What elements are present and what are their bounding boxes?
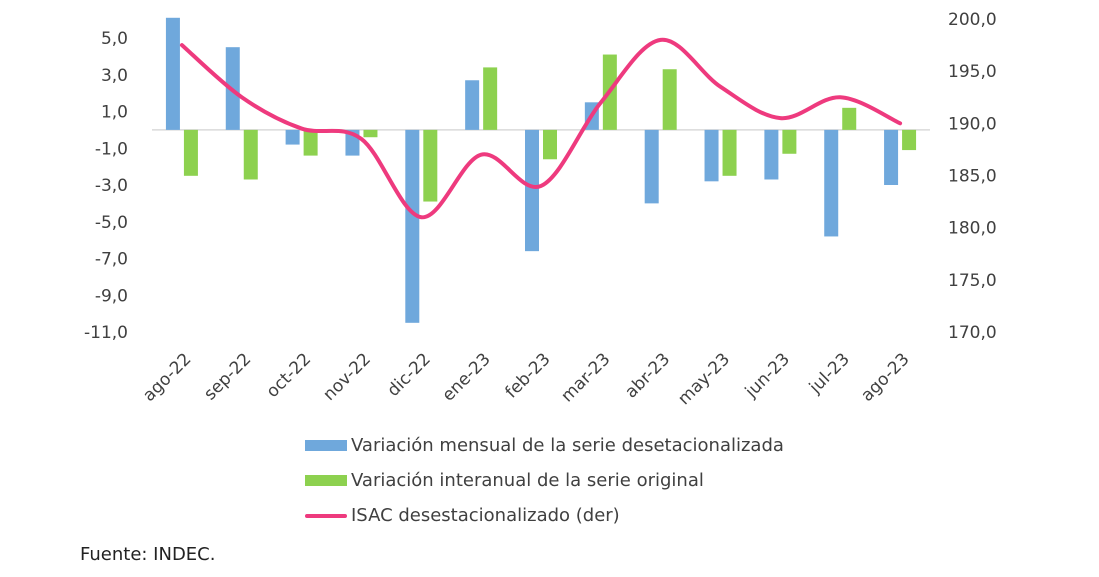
legend-item-isac: ISAC desestacionalizado (der): [305, 498, 784, 533]
x-tick-label: nov-22: [319, 349, 375, 405]
source-note: Fuente: INDEC.: [80, 544, 216, 565]
right-tick-label: 190,0: [948, 114, 997, 134]
combo-chart: 5,0 3,0 1,0 -1,0 -3,0 -5,0 -7,0 -9,0 -11,0 200,0…: [84, 10, 997, 409]
x-tick-label: may-23: [674, 349, 734, 409]
bar-monthly: [285, 129, 300, 145]
bar-monthly: [884, 129, 899, 185]
left-axis: 5,0 3,0 1,0 -1,0 -3,0 -5,0 -7,0 -9,0 -11,0: [84, 29, 128, 343]
legend-swatch-monthly: [305, 440, 347, 451]
x-tick-label: mar-23: [557, 349, 614, 406]
x-tick-label: abr-23: [621, 349, 674, 402]
x-tick-label: oct-22: [263, 349, 315, 401]
bar-monthly: [824, 129, 839, 237]
left-tick-label: -1,0: [95, 139, 128, 159]
right-tick-label: 200,0: [948, 10, 997, 30]
left-tick-label: -11,0: [84, 323, 128, 343]
legend: Variación mensual de la serie desetacion…: [305, 428, 784, 533]
legend-label-isac: ISAC desestacionalizado (der): [351, 505, 620, 526]
right-axis: 200,0 195,0 190,0 185,0 180,0 175,0 170,0: [948, 10, 997, 343]
legend-item-monthly: Variación mensual de la serie desetacion…: [305, 428, 784, 463]
bar-annual: [722, 129, 737, 176]
bar-monthly: [465, 80, 480, 130]
bar-monthly: [165, 17, 180, 130]
isac-line: [179, 37, 903, 220]
legend-item-annual: Variación interanual de la serie origina…: [305, 463, 784, 498]
legend-label-monthly: Variación mensual de la serie desetacion…: [351, 435, 784, 456]
left-tick-label: -7,0: [95, 250, 128, 270]
right-tick-label: 180,0: [948, 219, 997, 239]
left-tick-label: 5,0: [101, 29, 128, 49]
left-tick-label: -5,0: [95, 213, 128, 233]
legend-swatch-isac: [305, 513, 347, 518]
bar-monthly: [525, 129, 539, 252]
bar-monthly: [405, 129, 420, 323]
legend-swatch-annual: [305, 475, 347, 486]
x-tick-label: jun-23: [741, 349, 794, 402]
right-tick-label: 195,0: [948, 62, 997, 82]
x-tick-label: feb-23: [501, 349, 554, 402]
left-tick-label: 1,0: [101, 103, 128, 123]
bar-annual: [842, 107, 857, 130]
left-tick-label: 3,0: [101, 66, 128, 86]
legend-label-annual: Variación interanual de la serie origina…: [351, 470, 704, 491]
right-tick-label: 170,0: [948, 323, 997, 343]
right-tick-label: 185,0: [948, 167, 997, 187]
bar-annual: [363, 129, 378, 138]
bar-annual: [183, 129, 198, 176]
bar-annual: [423, 129, 438, 202]
bar-monthly: [764, 129, 779, 180]
bar-annual: [543, 129, 557, 160]
x-tick-label: jul-23: [805, 349, 854, 398]
bar-annual: [902, 129, 917, 151]
x-tick-label: ago-22: [139, 349, 195, 405]
right-tick-label: 175,0: [948, 271, 997, 291]
x-tick-label: dic-22: [383, 349, 434, 400]
bar-annual: [303, 129, 318, 156]
x-tick-label: ago-23: [857, 349, 913, 405]
bar-annual: [662, 69, 677, 130]
left-tick-label: -9,0: [95, 286, 128, 306]
bar-monthly: [644, 129, 659, 204]
x-tick-label: sep-22: [200, 349, 255, 404]
bar-annual: [483, 67, 498, 130]
left-tick-label: -3,0: [95, 176, 128, 196]
bar-annual: [782, 129, 797, 154]
bar-annual: [243, 129, 258, 180]
x-tick-label: ene-23: [438, 349, 494, 405]
x-axis: ago-22 sep-22 oct-22 nov-22 dic-22 ene-23 feb-…: [139, 349, 914, 409]
bar-monthly: [704, 129, 719, 182]
bar-series: [165, 17, 917, 323]
